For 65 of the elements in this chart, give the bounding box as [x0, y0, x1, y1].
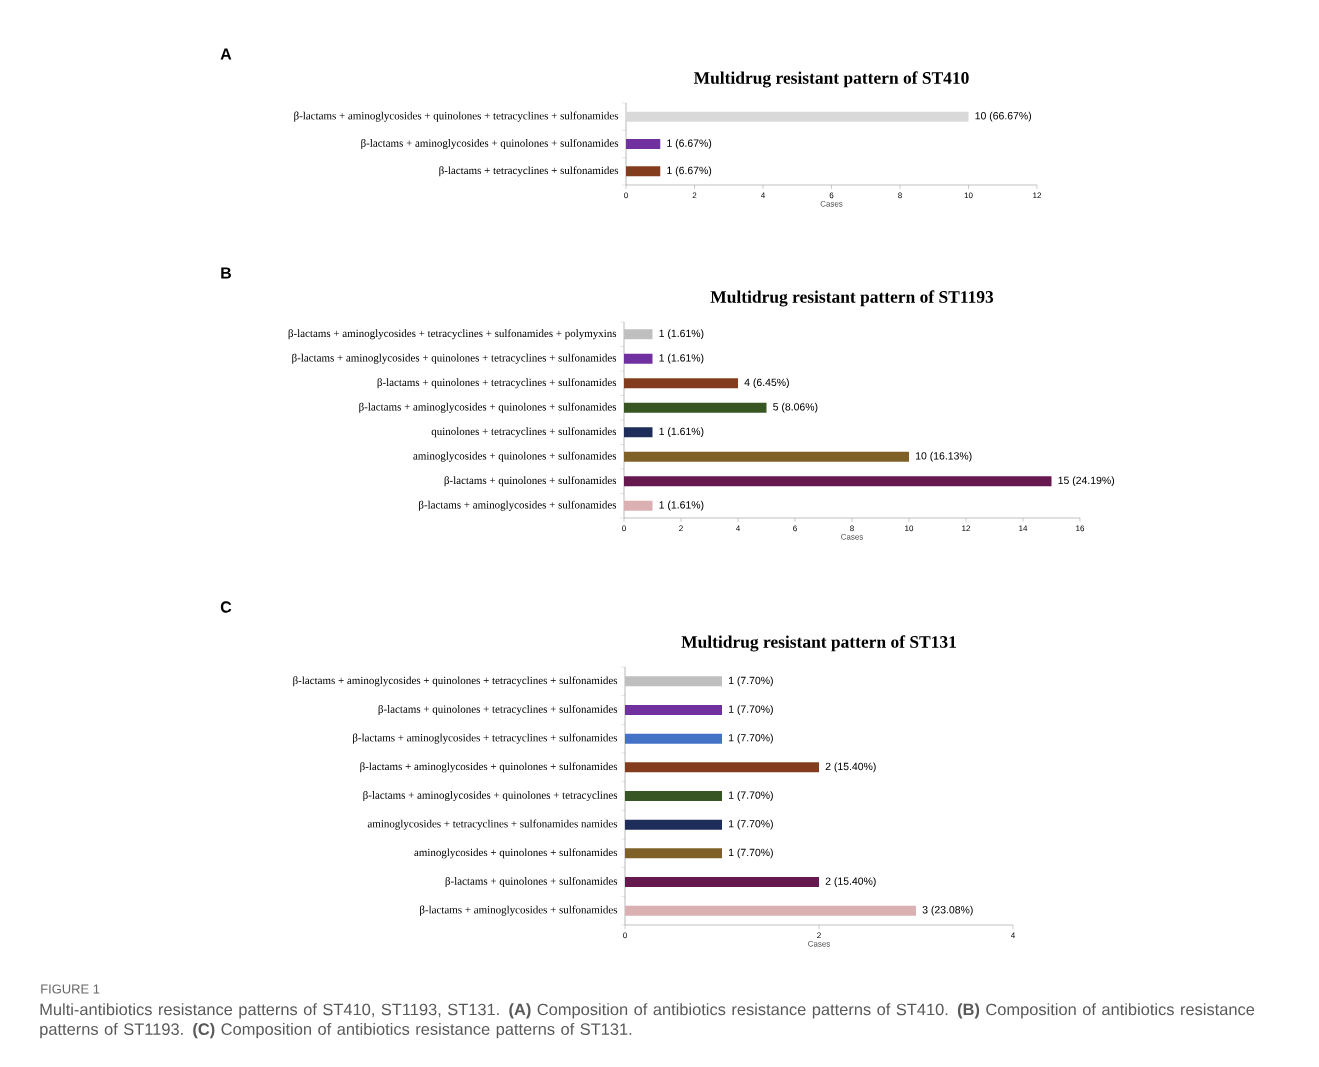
data-label: 10 (66.67%): [975, 111, 1032, 122]
chart-title: Multidrug resistant pattern of ST410: [693, 71, 969, 88]
bar: [625, 848, 722, 859]
y-tick-label: β-lactams + quinolones + tetracyclines + sulfonamides: [378, 704, 618, 716]
y-tick-label: aminoglycosides + quinolones + sulfonamides: [413, 451, 617, 462]
text: Multi-antibiotics resistance patterns of ST410, ST1193, ST131. (A) Composition of antibiotics resistance patterns of ST410. (B) Composition of antibiotics resistance patterns of ST1193. (C) Composition of antibiotics resistance patterns of ST131.: [40, 1003, 1255, 1039]
data-label: 1 (7.70%): [729, 819, 773, 830]
chart-title: Multidrug resistant pattern of ST1193: [710, 290, 994, 307]
data-label: 1 (7.70%): [729, 733, 773, 744]
bar: [625, 905, 916, 916]
data-label: 3 (23.08%): [922, 905, 973, 916]
y-tick-label: β-lactams + aminoglycosides + quinolones + sulfonamides: [359, 402, 617, 413]
y-tick-label: β-lactams + quinolones + sulfonamides: [444, 476, 617, 487]
data-label: 15 (24.19%): [1058, 476, 1115, 487]
y-tick-label: aminoglycosides + quinolones + sulfonamides: [414, 848, 618, 859]
y-tick-label: β-lactams + aminoglycosides + quinolones + tetracyclines: [363, 790, 618, 802]
bar: [624, 329, 653, 340]
y-tick-label: β-lactams + aminoglycosides + quinolones + sulfonamides: [360, 762, 618, 773]
y-tick-label: β-lactams + quinolones + tetracyclines + sulfonamides: [377, 378, 617, 389]
y-tick-label: β-lactams + aminoglycosides + quinolones + tetracyclines + sulfonamides: [293, 676, 618, 687]
y-tick-label: β-lactams + tetracyclines + sulfonamides: [439, 166, 619, 177]
caption: FIGURE 1: [41, 984, 100, 994]
chart-title: Multidrug resistant pattern of ST131: [681, 635, 956, 652]
y-tick-label: β-lactams + aminoglycosides + quinolones + tetracyclines + sulfonamides: [292, 353, 617, 364]
data-label: 2 (15.40%): [825, 877, 876, 887]
bar: [624, 378, 738, 389]
y-tick-label: β-lactams + aminoglycosides + quinolones + sulfonamides: [361, 138, 619, 150]
data-label: 1 (6.67%): [667, 166, 712, 177]
bar: [624, 353, 653, 364]
data-label: 2 (15.40%): [825, 762, 876, 773]
y-tick-label: aminoglycosides + tetracyclines + sulfonamides namides: [367, 819, 618, 830]
data-label: 1 (7.70%): [729, 705, 773, 715]
data-label: 1 (7.70%): [729, 791, 773, 801]
bar: [624, 402, 767, 413]
bar: [624, 500, 653, 511]
data-label: 1 (7.70%): [729, 676, 773, 687]
bar: [625, 705, 722, 715]
text: B: [221, 267, 231, 279]
data-label: 5 (8.06%): [773, 402, 818, 413]
data-label: 1 (1.61%): [659, 500, 704, 511]
bar: [625, 762, 819, 773]
data-label: 1 (1.61%): [659, 427, 704, 438]
data-label: 10 (16.13%): [916, 451, 972, 462]
bar: [624, 476, 1052, 487]
bar: [624, 451, 910, 462]
y-tick-label: β-lactams + aminoglycosides + tetracyclines + sulfonamides + polymyxins: [288, 329, 617, 340]
y-tick-label: quinolones + tetracyclines + sulfonamides: [431, 427, 617, 438]
bar: [625, 791, 722, 801]
bar: [625, 733, 722, 744]
text: C: [220, 601, 232, 613]
data-label: 1 (7.70%): [729, 848, 773, 859]
bar: [625, 676, 722, 687]
y-tick-label: β-lactams + aminoglycosides + sulfonamides: [419, 500, 617, 511]
data-label: 4 (6.45%): [744, 378, 789, 389]
y-tick-label: β-lactams + quinolones + sulfonamides: [445, 876, 618, 888]
data-label: 1 (1.61%): [659, 329, 704, 340]
bar: [624, 427, 653, 438]
data-label: 1 (6.67%): [667, 139, 712, 149]
bar: [625, 877, 819, 887]
y-tick-label: β-lactams + aminoglycosides + tetracyclines + sulfonamides: [353, 733, 618, 744]
data-label: 1 (1.61%): [659, 353, 704, 364]
bar: [625, 819, 722, 830]
y-tick-label: β-lactams + aminoglycosides + quinolones + tetracyclines + sulfonamides: [294, 111, 619, 122]
y-tick-label: β-lactams + aminoglycosides + sulfonamides: [420, 905, 618, 916]
text: A: [220, 48, 232, 60]
